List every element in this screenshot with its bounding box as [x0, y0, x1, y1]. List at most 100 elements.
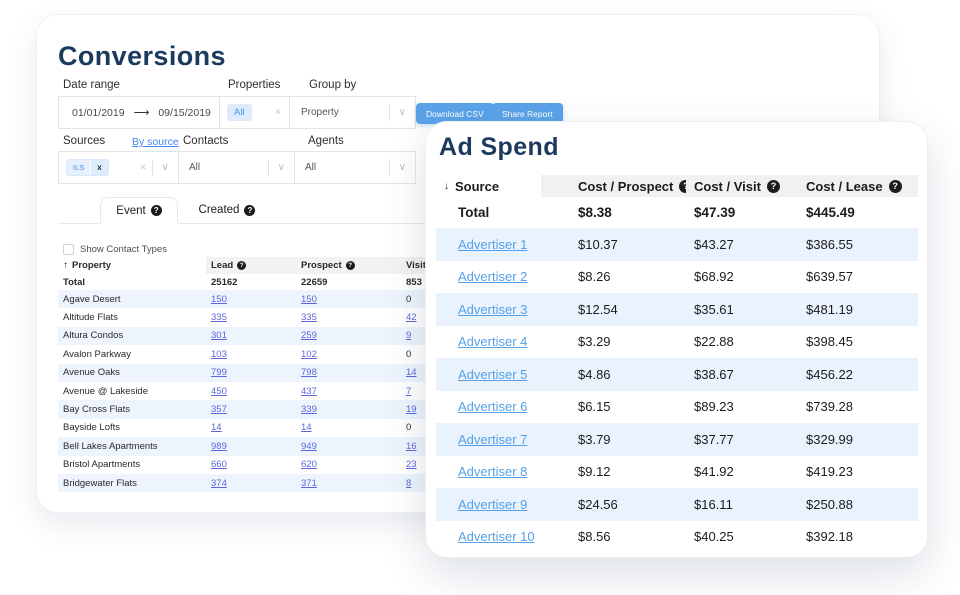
cost-value: $35.61	[694, 301, 734, 317]
show-contact-types-checkbox[interactable]: Show Contact Types	[63, 244, 167, 255]
metric-link[interactable]: 150	[211, 293, 227, 305]
column-header-cost-prospect[interactable]: Cost / Prospect ?	[541, 179, 686, 194]
properties-select[interactable]: All ×	[219, 96, 290, 129]
sort-desc-icon: ↓	[444, 180, 449, 192]
metric-link[interactable]: 949	[301, 440, 317, 452]
divider	[267, 159, 269, 176]
advertiser-link[interactable]: Advertiser 9	[458, 496, 528, 512]
cost-value: $9.12	[578, 464, 611, 480]
metric-link[interactable]: 8	[406, 477, 412, 489]
advertiser-link[interactable]: Advertiser 1	[458, 236, 528, 252]
total-cost-lease: $445.49	[806, 205, 855, 220]
property-name: Avenue Oaks	[63, 367, 120, 379]
tab-created[interactable]: Created ?	[183, 197, 271, 223]
help-icon[interactable]: ?	[766, 179, 780, 193]
column-header-property[interactable]: ↑ Property	[58, 257, 206, 274]
cost-value: $398.45	[806, 334, 853, 350]
metric-link[interactable]: 301	[211, 330, 227, 342]
metric-link[interactable]: 798	[301, 367, 317, 379]
chip-remove-icon[interactable]: x	[90, 160, 108, 175]
advertiser-link[interactable]: Advertiser 3	[458, 301, 528, 317]
download-csv-button[interactable]: Download CSV	[416, 103, 494, 124]
metric-link[interactable]: 7	[406, 385, 412, 397]
metric-value: 0	[406, 348, 412, 360]
column-label: Visit	[406, 260, 426, 271]
metric-link[interactable]: 150	[301, 293, 317, 305]
metric-link[interactable]: 357	[211, 404, 227, 416]
share-report-button[interactable]: Share Report	[492, 103, 563, 124]
help-icon[interactable]: ?	[679, 179, 686, 193]
metric-cell: 0	[401, 294, 738, 305]
cost-value: $3.79	[578, 431, 611, 447]
help-icon[interactable]: ?	[237, 261, 247, 270]
chevron-down-icon[interactable]: ∨	[161, 162, 169, 173]
group-by-value: Property	[301, 107, 339, 118]
help-icon[interactable]: ?	[150, 205, 162, 216]
advertiser-link[interactable]: Advertiser 7	[458, 431, 528, 447]
metric-cell: 259	[296, 330, 401, 341]
tab-event[interactable]: Event ?	[100, 197, 178, 224]
metric-link[interactable]: 23	[406, 459, 417, 471]
metric-link[interactable]: 102	[301, 348, 317, 360]
metric-link[interactable]: 339	[301, 404, 317, 416]
metric-link[interactable]: 437	[301, 385, 317, 397]
contacts-value: All	[189, 162, 201, 173]
help-icon[interactable]: ?	[244, 204, 256, 216]
date-range-input[interactable]: 01/01/2019 ⟶ 09/15/2019	[58, 96, 220, 129]
metric-link[interactable]: 799	[211, 367, 227, 379]
metric-link[interactable]: 259	[301, 330, 317, 342]
agents-select[interactable]: All ∨	[294, 151, 416, 184]
column-header-cost-lease[interactable]: Cost / Lease ?	[798, 179, 918, 194]
group-by-select[interactable]: Property ∨	[289, 96, 416, 129]
metric-link[interactable]: 14	[301, 422, 312, 434]
sources-chip[interactable]: ILS x	[66, 159, 109, 176]
tab-created-label: Created	[198, 204, 240, 216]
chevron-down-icon[interactable]: ∨	[277, 162, 285, 173]
metric-link[interactable]: 335	[301, 312, 317, 324]
advertiser-link[interactable]: Advertiser 6	[458, 399, 528, 415]
contacts-select[interactable]: All ∨	[178, 151, 295, 184]
metric-link[interactable]: 14	[211, 422, 222, 434]
metric-link[interactable]: 450	[211, 385, 227, 397]
by-source-link[interactable]: By source	[132, 136, 179, 148]
column-header-prospect[interactable]: Prospect ?	[296, 260, 401, 271]
advertiser-link[interactable]: Advertiser 5	[458, 366, 528, 382]
metric-cell: 620	[296, 459, 401, 470]
date-start-value[interactable]: 01/01/2019	[72, 106, 125, 119]
chevron-down-icon[interactable]: ∨	[398, 107, 406, 118]
metric-link[interactable]: 103	[211, 348, 227, 360]
metric-link[interactable]: 19	[406, 404, 417, 416]
metric-link[interactable]: 14	[406, 367, 417, 379]
clear-icon[interactable]: ✕	[139, 162, 147, 172]
metric-link[interactable]: 42	[406, 312, 417, 324]
metric-link[interactable]: 989	[211, 440, 227, 452]
metric-link[interactable]: 16	[406, 440, 417, 452]
metric-link[interactable]: 9	[406, 330, 412, 342]
metric-link[interactable]: 660	[211, 459, 227, 471]
advertiser-link[interactable]: Advertiser 4	[458, 334, 528, 350]
metric-link[interactable]: 374	[211, 477, 227, 489]
metric-cell: 798	[296, 367, 401, 378]
help-icon[interactable]: ?	[888, 179, 902, 193]
metric-cell: 357	[206, 404, 296, 415]
divider	[388, 159, 390, 176]
metric-link[interactable]: 371	[301, 477, 317, 489]
date-end-value[interactable]: 09/15/2019	[158, 106, 211, 119]
sources-select[interactable]: ILS x ✕ ∨	[58, 151, 179, 184]
metric-link[interactable]: 335	[211, 312, 227, 324]
advertiser-link[interactable]: Advertiser 8	[458, 464, 528, 480]
properties-chip[interactable]: All	[227, 104, 252, 121]
advertiser-link[interactable]: Advertiser 2	[458, 269, 528, 285]
metric-link[interactable]: 620	[301, 459, 317, 471]
advertiser-link[interactable]: Advertiser 10	[458, 529, 535, 545]
close-icon[interactable]: ×	[275, 107, 281, 118]
cost-value: $12.54	[578, 301, 618, 317]
column-header-lead[interactable]: Lead ?	[206, 260, 296, 271]
column-header-cost-visit[interactable]: Cost / Visit ?	[686, 179, 798, 194]
metric-cell: 949	[296, 441, 401, 452]
chevron-down-icon[interactable]: ∨	[398, 162, 406, 173]
ad-spend-table-row: Advertiser 1 $10.37 $43.27 $386.55	[436, 228, 918, 261]
checkbox[interactable]	[63, 244, 74, 255]
column-header-source[interactable]: ↓ Source	[436, 175, 541, 197]
help-icon[interactable]: ?	[345, 261, 355, 270]
